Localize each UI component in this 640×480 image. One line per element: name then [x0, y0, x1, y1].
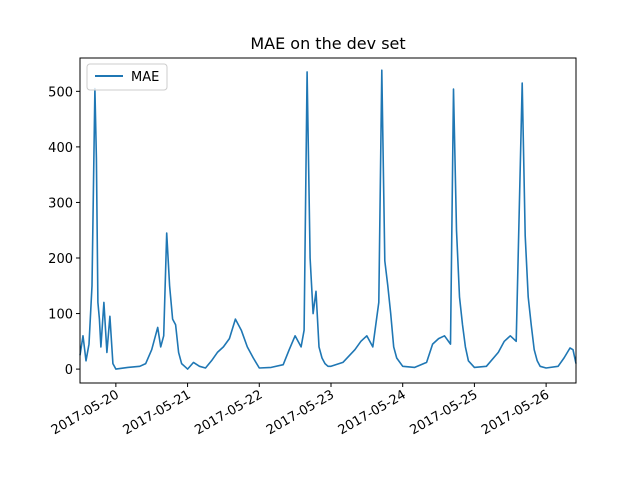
legend-box [86, 63, 168, 91]
x-axis-ticks: 2017-05-202017-05-212017-05-222017-05-23… [49, 383, 552, 438]
y-tick-label: 300 [48, 196, 73, 211]
y-tick-label: 400 [48, 141, 73, 156]
chart-title: MAE on the dev set [250, 34, 405, 53]
x-tick-label: 2017-05-26 [479, 387, 552, 438]
y-tick-label: 200 [48, 252, 73, 267]
y-axis-ticks: 0 100 200 300 400 500 [48, 85, 80, 378]
series-line-0 [79, 69, 577, 370]
x-tick-label: 2017-05-22 [192, 387, 265, 438]
x-tick-label: 2017-05-25 [407, 387, 480, 438]
x-tick-label: 2017-05-24 [336, 387, 409, 438]
y-tick-label: 0 [65, 363, 73, 378]
plot-area [79, 69, 577, 370]
legend: MAE [86, 63, 168, 91]
legend-label: MAE [131, 70, 159, 85]
x-tick-label: 2017-05-21 [121, 387, 194, 438]
x-tick-label: 2017-05-23 [264, 387, 337, 438]
axes-frame [79, 57, 577, 384]
y-tick-label: 500 [48, 85, 73, 100]
y-tick-label: 100 [48, 308, 73, 323]
x-tick-label: 2017-05-20 [49, 387, 122, 438]
